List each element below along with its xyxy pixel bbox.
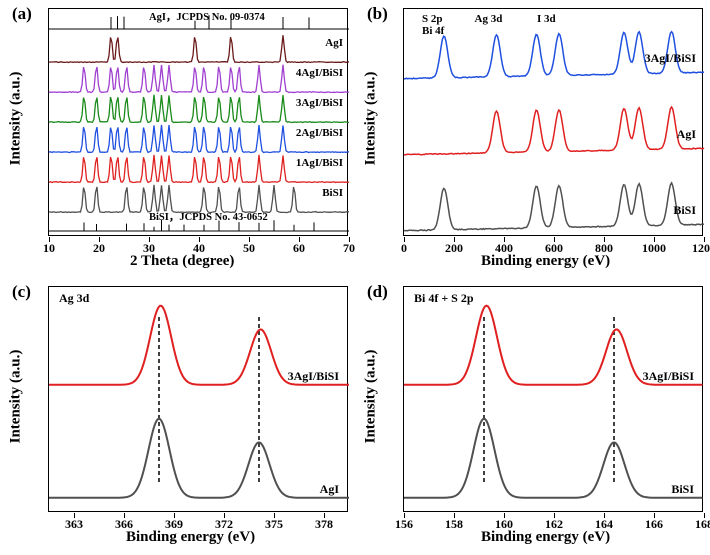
panel-c-ylabel: Intensity (a.u.): [8, 337, 25, 457]
panel-c-plot: 3633663693723753783AgI/BiSIAgIAg 3d: [48, 286, 348, 512]
xrd-trace: [49, 35, 349, 62]
survey-trace: [404, 183, 704, 231]
series-label: 3AgI/BiSI: [288, 369, 339, 384]
peak-annotation: Bi 4f: [422, 25, 444, 37]
series-label: AgI: [325, 37, 343, 49]
series-label: 1AgI/BiSI: [296, 157, 343, 169]
x-tick-label: 375: [254, 517, 294, 532]
series-label: AgI: [677, 127, 696, 142]
series-label: BiSI: [322, 187, 343, 199]
x-tick-label: 0: [384, 241, 424, 256]
detail-svg: [49, 287, 349, 513]
panel-a-ylabel: Intensity (a.u.): [8, 59, 25, 179]
panel-b-svg: [404, 9, 704, 237]
x-tick-label: 363: [54, 517, 94, 532]
x-tick-label: 1200: [684, 241, 710, 256]
panel-b-ylabel: Intensity (a.u.): [363, 59, 380, 179]
x-tick-label: 200: [434, 241, 474, 256]
panel-a-tag: (a): [12, 4, 32, 24]
x-tick-label: 60: [279, 241, 319, 256]
ref-label-top: AgI，JCPDS No. 09-0374: [149, 9, 265, 24]
panel-d-tag: (d): [367, 282, 388, 302]
xps-trace: [404, 419, 703, 498]
x-tick-label: 1000: [634, 241, 674, 256]
panel-a-plot: 10203040506070AgI4AgI/BiSI3AgI/BiSI2AgI/…: [48, 8, 348, 236]
x-tick-label: 378: [304, 517, 344, 532]
panel-d-plot: 1561581601621641661683AgI/BiSIBiSIBi 4f …: [403, 286, 703, 512]
panel-d-xlabel: Binding energy (eV): [481, 529, 610, 546]
x-tick-label: 156: [384, 517, 424, 532]
panel-a-svg: [49, 9, 349, 237]
detail-svg: [404, 287, 704, 513]
peak-annotation: Ag 3d: [475, 13, 503, 25]
x-tick-label: 20: [79, 241, 119, 256]
series-label: BiSI: [673, 203, 696, 218]
panel-b-tag: (b): [367, 4, 388, 24]
xps-trace: [49, 419, 349, 498]
panel-c-xlabel: Binding energy (eV): [126, 529, 255, 546]
subplot-title: Ag 3d: [59, 291, 89, 306]
subplot-title: Bi 4f + S 2p: [414, 291, 474, 306]
panel-a-xlabel: 2 Theta (degree): [130, 253, 234, 270]
x-tick-label: 50: [229, 241, 269, 256]
x-tick-label: 168: [684, 517, 710, 532]
series-label: 3AgI/BiSI: [645, 51, 696, 66]
panel-b-xlabel: Binding energy (eV): [481, 253, 610, 270]
panel-b-plot: 0200400600800100012003AgI/BiSIAgIBiSIS 2…: [403, 8, 703, 236]
x-tick-label: 10: [29, 241, 69, 256]
series-label: BiSI: [671, 482, 694, 497]
panel-d-ylabel: Intensity (a.u.): [363, 337, 380, 457]
series-label: 4AgI/BiSI: [296, 67, 343, 79]
series-label: 3AgI/BiSI: [643, 369, 694, 384]
x-tick-label: 166: [634, 517, 674, 532]
ref-label-bottom: BiSI，JCPDS No. 43-0652: [149, 209, 268, 224]
series-label: 2AgI/BiSI: [296, 127, 343, 139]
peak-annotation: I 3d: [537, 13, 556, 25]
survey-trace: [404, 107, 704, 155]
series-label: AgI: [320, 482, 339, 497]
panel-c-tag: (c): [12, 282, 31, 302]
series-label: 3AgI/BiSI: [296, 97, 343, 109]
peak-annotation: S 2p: [422, 13, 443, 25]
x-tick-label: 158: [434, 517, 474, 532]
